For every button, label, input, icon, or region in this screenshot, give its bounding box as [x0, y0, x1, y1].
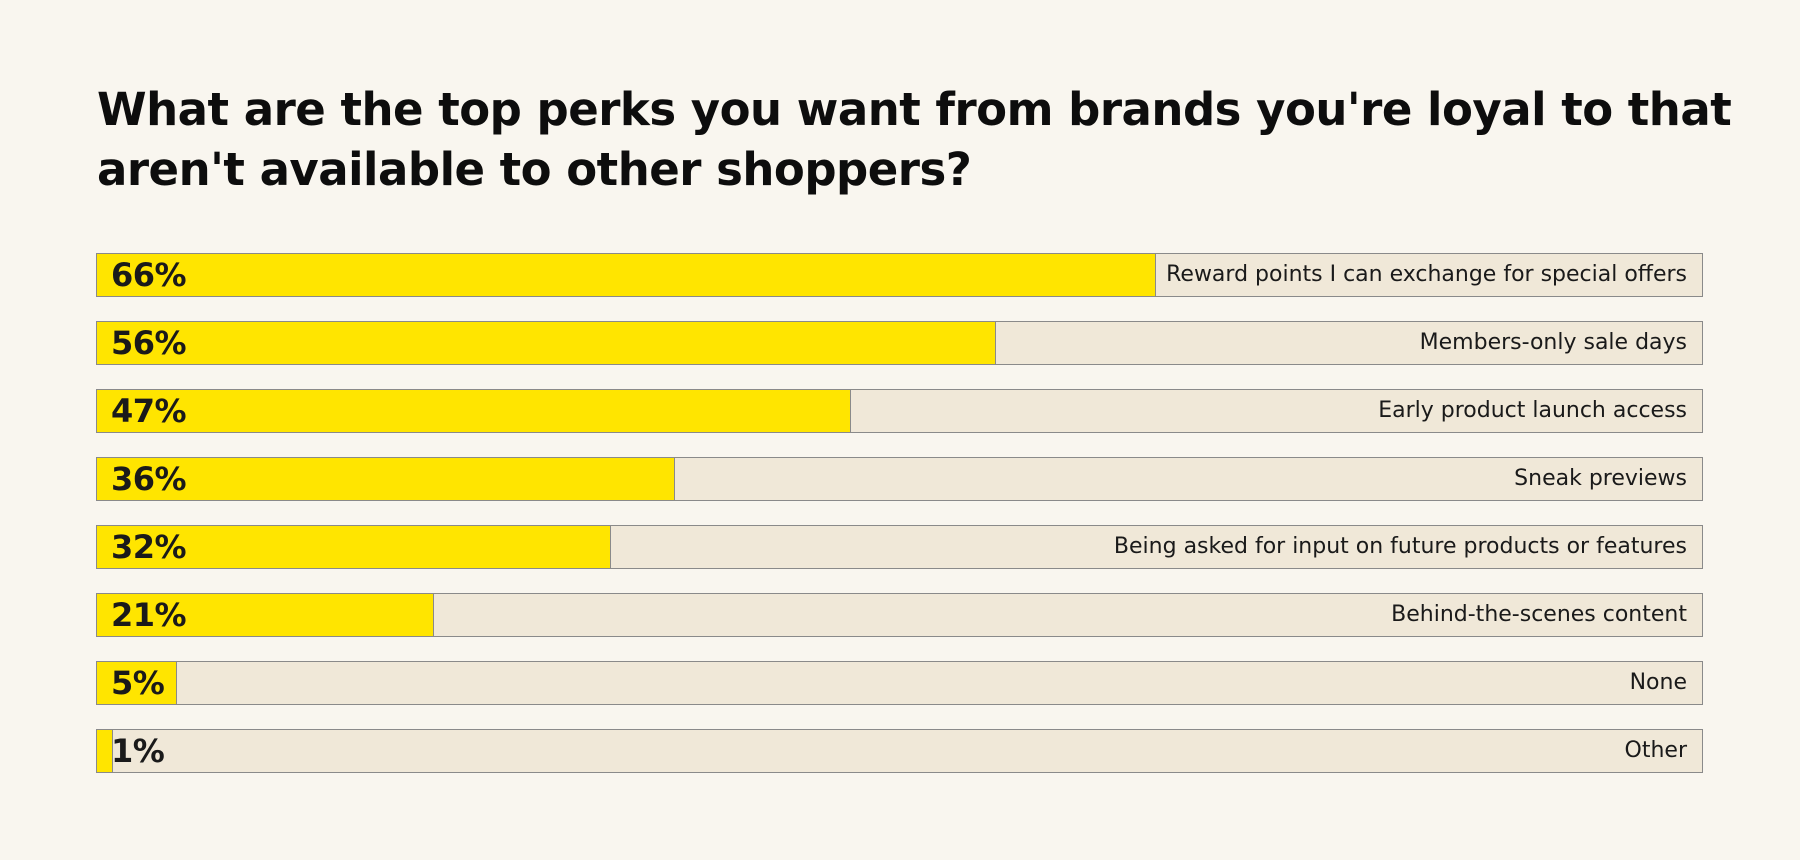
bar-value-label: 36% [111, 460, 187, 498]
bar-value-label: 56% [111, 324, 187, 362]
bar-row: 47% Early product launch access [96, 389, 1703, 433]
bar-category-label: Members-only sale days [1419, 330, 1687, 355]
bar-value-label: 5% [111, 664, 165, 702]
bar-row: 1% Other [96, 729, 1703, 773]
bar-value-label: 47% [111, 392, 187, 430]
bar-row: 56% Members-only sale days [96, 321, 1703, 365]
bar-fill [97, 594, 435, 636]
bar-category-label: Being asked for input on future products… [1113, 534, 1687, 559]
bar-fill [97, 662, 178, 704]
bar-fill [97, 254, 1157, 296]
bar-fill [97, 390, 852, 432]
bar-category-label: Sneak previews [1514, 466, 1687, 491]
bar-row: 5% None [96, 661, 1703, 705]
bar-value-label: 21% [111, 596, 187, 634]
bar-value-label: 32% [111, 528, 187, 566]
bar-category-label: Reward points I can exchange for special… [1166, 262, 1687, 287]
bar-row: 36% Sneak previews [96, 457, 1703, 501]
bar-category-label: Behind-the-scenes content [1391, 602, 1687, 627]
bar-chart: 66% Reward points I can exchange for spec… [96, 253, 1703, 797]
bar-category-label: None [1629, 670, 1687, 695]
bar-category-label: Other [1624, 738, 1687, 763]
bar-fill [97, 526, 611, 568]
bar-row: 66% Reward points I can exchange for spec… [96, 253, 1703, 297]
bar-row: 21% Behind-the-scenes content [96, 593, 1703, 637]
bar-fill [97, 458, 675, 500]
bar-value-label: 66% [111, 256, 187, 294]
bar-category-label: Early product launch access [1378, 398, 1687, 423]
bar-fill [97, 730, 114, 772]
bar-value-label: 1% [111, 732, 165, 770]
chart-title: What are the top perks you want from bra… [97, 83, 1732, 196]
bar-fill [97, 322, 996, 364]
bar-row: 32% Being asked for input on future produ… [96, 525, 1703, 569]
